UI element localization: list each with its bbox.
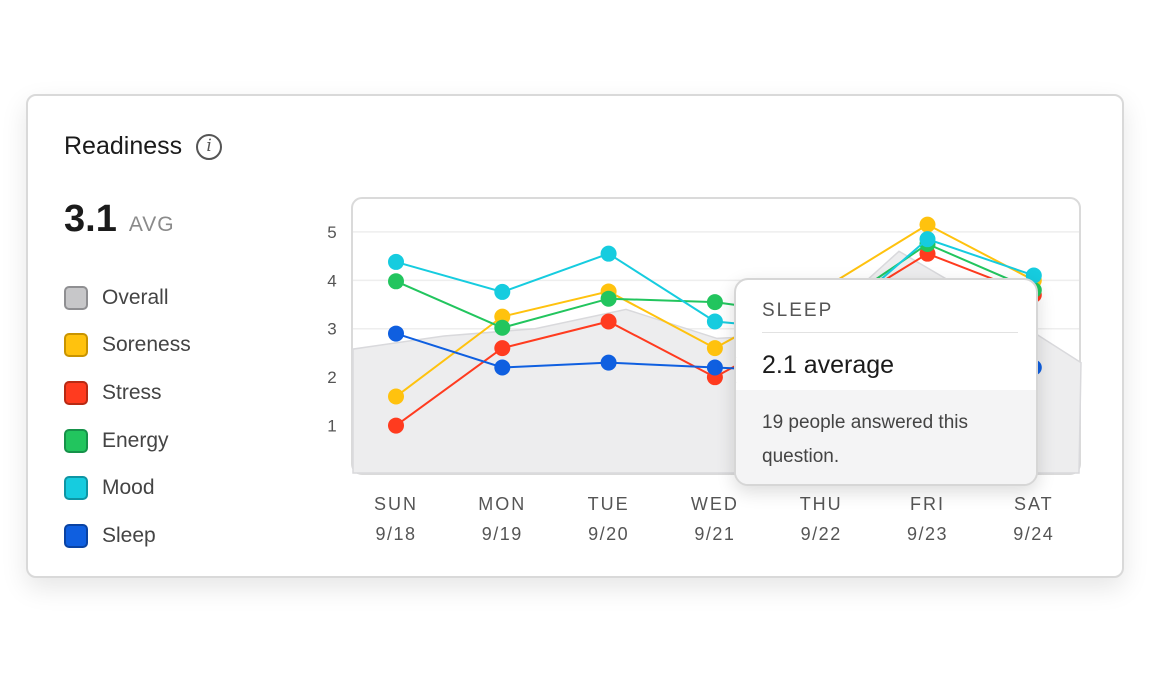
info-icon[interactable]: i [196, 133, 223, 160]
mood-point-sun [388, 253, 404, 270]
mood-point-mon [494, 283, 511, 300]
sleep-point-tue [600, 354, 617, 371]
legend-swatch [64, 428, 88, 453]
legend-item-energy[interactable]: Energy [64, 417, 191, 465]
average-label: AVG [128, 213, 175, 236]
legend-swatch [64, 476, 88, 501]
sleep-point-mon [494, 359, 511, 376]
sleep-point-sun [388, 325, 404, 342]
legend-label: Soreness [102, 333, 191, 357]
legend-item-stress[interactable]: Stress [64, 369, 191, 417]
legend-label: Stress [102, 380, 162, 404]
tooltip-header: SLEEP 2.1 average [736, 280, 1036, 380]
legend: Overall Soreness Stress Energy Mood Slee… [64, 274, 191, 560]
legend-item-mood[interactable]: Mood [64, 464, 191, 512]
legend-label: Mood [102, 476, 155, 500]
sleep-tooltip: SLEEP 2.1 average 19 people answered thi… [734, 278, 1038, 486]
legend-item-soreness[interactable]: Soreness [64, 322, 191, 370]
legend-item-sleep[interactable]: Sleep [64, 512, 191, 560]
y-tick-label: 3 [327, 320, 336, 339]
x-tick-day: SAT [1014, 494, 1054, 514]
energy-point-tue [600, 290, 617, 307]
x-tick-day: MON [478, 494, 526, 514]
legend-item-overall[interactable]: Overall [64, 274, 191, 322]
mood-point-tue [600, 245, 617, 262]
legend-swatch [64, 285, 88, 310]
y-tick-label: 2 [327, 368, 336, 387]
legend-swatch [64, 380, 88, 405]
soreness-point-fri [919, 216, 936, 233]
card-title: Readiness [64, 132, 183, 160]
mood-point-wed [706, 313, 723, 330]
y-tick-label: 4 [327, 271, 336, 290]
x-tick-day: FRI [910, 494, 945, 514]
soreness-point-wed [706, 340, 723, 357]
soreness-point-mon [494, 308, 511, 325]
energy-point-sun [388, 273, 404, 290]
energy-point-mon [494, 319, 511, 336]
x-tick-date: 9/24 [1013, 524, 1054, 544]
soreness-point-sun [388, 388, 404, 405]
x-tick-day: SUN [374, 494, 418, 514]
x-tick-day: TUE [588, 494, 630, 514]
legend-label: Sleep [102, 523, 156, 547]
readiness-card: Readiness i 3.1 AVG Overall Soreness Str… [26, 94, 1124, 578]
energy-point-wed [706, 294, 723, 311]
legend-label: Energy [102, 428, 169, 452]
x-tick-date: 9/18 [375, 524, 416, 544]
average-value: 3.1 [64, 198, 117, 240]
title-row: Readiness i [64, 132, 223, 161]
legend-label: Overall [102, 285, 169, 309]
stress-point-tue [600, 313, 617, 330]
tooltip-average: 2.1 average [762, 351, 895, 379]
tooltip-series-name: SLEEP [762, 300, 1018, 333]
y-tick-label: 1 [327, 417, 336, 436]
tooltip-note: 19 people answered this question. [736, 390, 1036, 484]
x-tick-day: WED [691, 494, 739, 514]
x-tick-date: 9/20 [588, 524, 629, 544]
x-tick-day: THU [800, 494, 843, 514]
y-tick-label: 5 [327, 223, 336, 242]
x-tick-date: 9/19 [482, 524, 523, 544]
average-summary: 3.1 AVG [64, 198, 175, 241]
stress-point-mon [494, 340, 511, 357]
sleep-point-wed [706, 359, 723, 376]
x-tick-date: 9/22 [801, 524, 842, 544]
legend-swatch [64, 523, 88, 548]
x-tick-date: 9/23 [907, 524, 948, 544]
mood-point-fri [919, 231, 936, 248]
legend-swatch [64, 333, 88, 358]
stress-point-sun [388, 417, 404, 434]
x-tick-date: 9/21 [694, 524, 735, 544]
